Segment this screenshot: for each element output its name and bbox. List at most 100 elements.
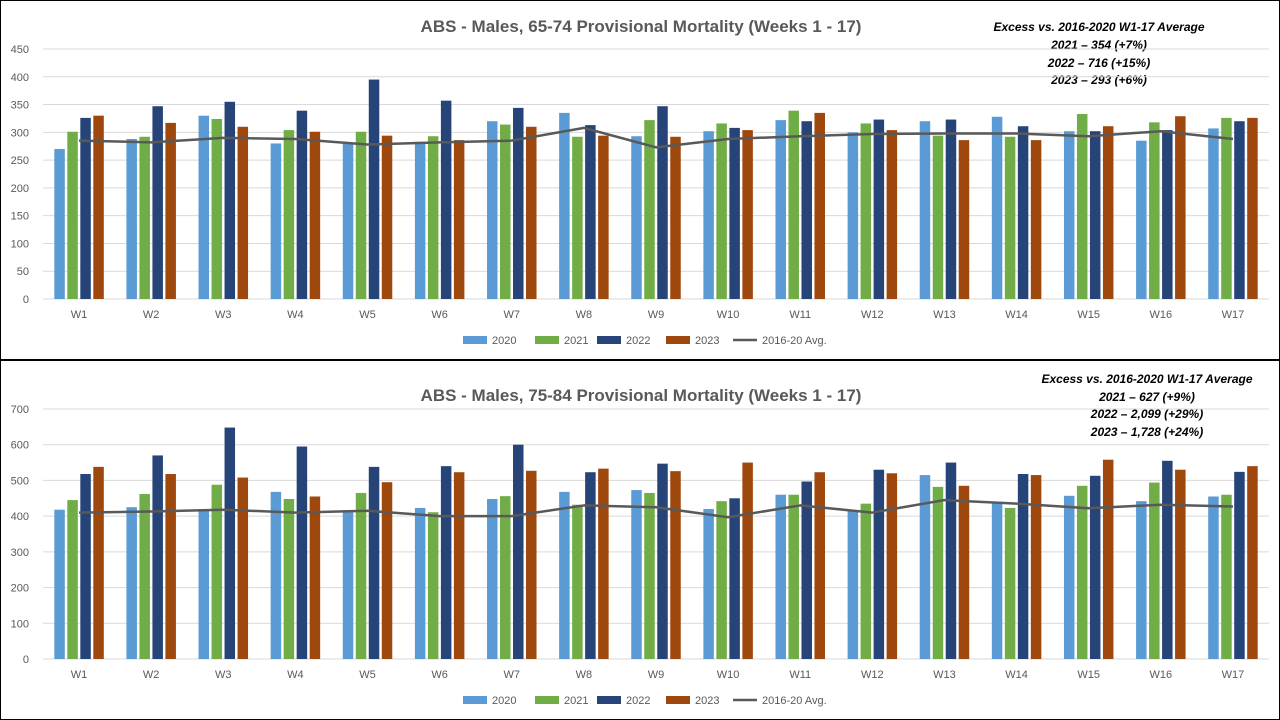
bar-2020-W2 [126, 507, 137, 659]
bar-2023-W15 [1102, 459, 1114, 659]
excess-annotation: Excess vs. 2016-2020 W1-17 Average 2021 … [1041, 372, 1252, 439]
bar-2021-W2 [139, 494, 150, 659]
bar-2023-W11 [814, 112, 825, 299]
bar-2020-W7 [487, 499, 498, 659]
x-tick-label: W13 [933, 309, 956, 321]
bar-2023-W13 [958, 485, 970, 659]
legend-label-2020: 2020 [492, 335, 516, 347]
bar-2020-W10 [703, 509, 714, 659]
legend-swatch-2021 [535, 696, 559, 704]
bar-2023-W8 [598, 468, 609, 659]
bar-2020-W16 [1136, 140, 1147, 299]
bar-2021-W1 [67, 500, 78, 659]
bar-2021-W8 [572, 136, 583, 299]
x-tick-label: W17 [1222, 669, 1245, 681]
annotation-heading: Excess vs. 2016-2020 W1-17 Average [1041, 372, 1252, 386]
bar-2021-W14 [1004, 136, 1016, 299]
bar-2021-W2 [139, 136, 150, 299]
bar-2023-W17 [1247, 466, 1258, 659]
bar-2021-W15 [1076, 114, 1088, 299]
bar-2020-W14 [991, 116, 1003, 300]
y-tick-label: 400 [11, 72, 29, 84]
legend-swatch-2023 [666, 336, 690, 344]
legend-label-avg: 2016-20 Avg. [762, 335, 827, 347]
x-tick-label: W9 [648, 309, 665, 321]
bar-2023-W9 [670, 136, 681, 299]
x-tick-label: W16 [1150, 669, 1173, 681]
chart-panel-65-74: ABS - Males, 65-74 Provisional Mortality… [0, 0, 1280, 360]
y-tick-label: 50 [17, 266, 29, 278]
bar-2023-W3 [237, 477, 249, 659]
y-tick-label: 600 [11, 440, 29, 452]
annotation-2023: 2023 – 1,728 (+24%) [1090, 425, 1203, 439]
bar-2023-W16 [1175, 116, 1186, 299]
bar-2020-W14 [991, 501, 1003, 659]
legend-label-avg: 2016-20 Avg. [762, 695, 827, 707]
legend: 2020 2021 2022 2023 2016-20 Avg. [463, 695, 827, 707]
bar-2022-W10 [729, 498, 740, 659]
legend-label-2020: 2020 [492, 695, 516, 707]
bar-2022-W12 [873, 119, 885, 299]
x-tick-label: W2 [143, 309, 160, 321]
bar-2021-W4 [283, 130, 295, 299]
bar-2020-W6 [414, 507, 426, 659]
bar-2020-W4 [270, 491, 282, 659]
bar-2023-W10 [742, 130, 753, 299]
legend-label-2023: 2023 [695, 695, 719, 707]
bar-2022-W3 [224, 427, 236, 659]
legend-label-2023: 2023 [695, 335, 719, 347]
legend-swatch-2020 [463, 336, 487, 344]
bar-2020-W1 [54, 509, 65, 659]
bar-2022-W7 [513, 444, 524, 659]
bar-2021-W9 [644, 492, 655, 659]
bar-2022-W17 [1234, 471, 1245, 659]
bar-2023-W6 [453, 472, 465, 659]
x-tick-label: W15 [1077, 669, 1100, 681]
bar-2022-W13 [945, 462, 957, 659]
x-tick-label: W2 [143, 669, 160, 681]
x-tick-label: W4 [287, 309, 304, 321]
x-tick-label: W5 [359, 669, 376, 681]
bar-2023-W4 [309, 131, 321, 299]
y-tick-label: 150 [11, 211, 29, 223]
y-tick-label: 300 [11, 547, 29, 559]
x-tick-label: W12 [861, 309, 884, 321]
bar-2023-W14 [1030, 475, 1042, 659]
y-tick-label: 200 [11, 583, 29, 595]
bar-2022-W1 [80, 474, 91, 659]
bar-2021-W5 [355, 131, 367, 299]
chart-panel-75-84: ABS - Males, 75-84 Provisional Mortality… [0, 360, 1280, 720]
bar-2023-W4 [309, 496, 321, 659]
bar-2023-W2 [165, 122, 176, 299]
bar-2023-W5 [381, 135, 393, 299]
annotation-2023: 2023 – 293 (+6%) [1050, 73, 1147, 87]
bar-2021-W16 [1149, 122, 1160, 299]
x-tick-label: W5 [359, 309, 376, 321]
bar-2022-W14 [1017, 474, 1029, 659]
x-tick-label: W6 [431, 669, 448, 681]
bar-2021-W16 [1149, 482, 1160, 659]
x-tick-label: W6 [431, 309, 448, 321]
bar-2022-W14 [1017, 126, 1029, 299]
avg-line-2016-20 [79, 126, 1234, 149]
bar-2023-W15 [1102, 126, 1114, 299]
bar-2021-W15 [1076, 485, 1088, 659]
chart-65-74-svg: ABS - Males, 65-74 Provisional Mortality… [11, 17, 1269, 347]
x-tick-label: W4 [287, 669, 304, 681]
bar-2023-W12 [886, 473, 898, 659]
bar-2021-W6 [427, 136, 439, 299]
y-tick-label: 200 [11, 183, 29, 195]
y-tick-label: 250 [11, 155, 29, 167]
x-tick-label: W10 [717, 669, 740, 681]
bar-2020-W10 [703, 131, 714, 299]
x-tick-label: W1 [71, 669, 88, 681]
x-tick-label: W8 [576, 309, 593, 321]
bar-2022-W11 [801, 121, 812, 299]
annotation-heading: Excess vs. 2016-2020 W1-17 Average [993, 20, 1204, 34]
bar-2023-W5 [381, 482, 393, 659]
bar-2022-W4 [296, 110, 308, 300]
x-tick-label: W14 [1005, 669, 1028, 681]
bar-2021-W14 [1004, 507, 1016, 659]
bar-2023-W10 [742, 462, 753, 659]
bar-2023-W11 [814, 472, 825, 659]
